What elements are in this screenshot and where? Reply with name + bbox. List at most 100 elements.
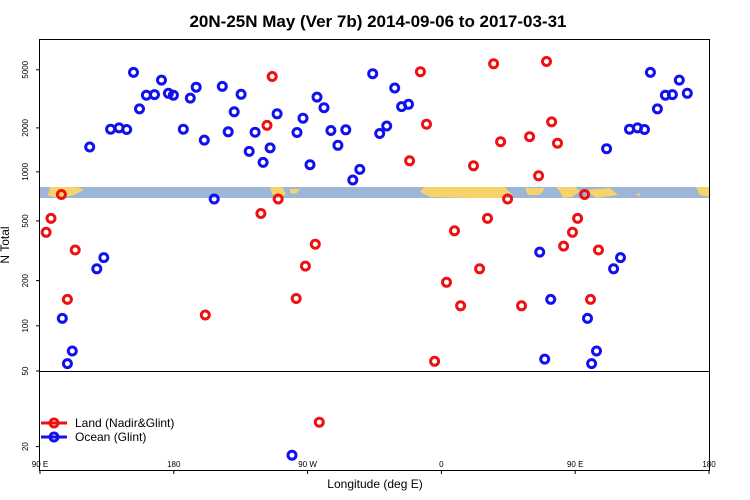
point-ocean [325,125,337,136]
point-land [495,136,507,148]
point-ocean [534,246,546,258]
point-land [299,260,311,272]
x-tick-label: 90 E [32,460,48,469]
y-axis: 1000 2000 5000 50 100 200 500 20 [21,60,40,451]
point-ocean [297,112,309,124]
x-axis-label: Longitude (deg E) [327,477,422,491]
point-land [593,244,604,256]
point-ocean [167,89,179,101]
point-ocean [381,120,393,132]
y-tick-label: 5000 [21,60,30,78]
point-ocean [539,353,551,365]
point-ocean [216,80,228,92]
point-land [45,212,57,224]
point-ocean [121,124,133,135]
point-land [474,263,486,275]
x-tick-label: 90 W [298,460,317,469]
point-ocean [644,66,656,78]
land-ocean-strip [40,187,709,198]
point-ocean [681,87,693,99]
legend: Land (Nadir&Glint) Ocean (Glint) [41,416,174,444]
y-tick-label: 50 [21,366,30,375]
point-ocean [66,345,78,357]
point-land [429,355,441,367]
legend-ocean-label: Ocean (Glint) [75,430,146,444]
point-ocean [257,156,269,168]
point-ocean [304,159,316,171]
x-tick-label: 180 [702,460,716,469]
y-tick-label: 20 [21,442,30,451]
y-tick-label: 2000 [21,118,30,136]
chart-title: 20N-25N May (Ver 7b) 2014-09-06 to 2017-… [189,12,566,31]
y-tick-label: 200 [21,273,30,287]
point-ocean [354,163,366,175]
y-tick-label: 500 [21,214,30,228]
point-ocean [56,312,68,324]
point-ocean [651,103,663,115]
point-land [313,416,325,428]
point-land [585,293,596,305]
point-ocean [271,108,283,120]
point-land [482,212,493,224]
point-ocean [264,142,276,154]
point-land [572,212,584,224]
x-tick-label: 180 [167,460,181,469]
point-land [524,131,536,143]
x-tick-label: 0 [439,460,444,469]
point-land [261,119,273,131]
point-land [449,225,460,237]
point-ocean [228,106,240,118]
point-ocean [582,312,593,324]
point-ocean [184,92,196,104]
point-land [488,58,500,70]
point-land [404,155,416,167]
point-land [266,71,278,82]
point-ocean [545,293,557,305]
point-ocean [332,139,344,151]
point-land [421,118,432,130]
point-ocean [134,103,145,115]
plot-frame [39,39,710,471]
legend-land-marker [48,417,60,429]
point-land [546,116,558,128]
point-ocean [286,449,298,461]
point-ocean [91,263,103,275]
point-land [69,244,81,256]
point-land [290,293,302,304]
point-ocean [98,252,110,264]
legend-ocean-marker [48,431,60,443]
point-land [55,189,67,200]
point-ocean [340,124,352,136]
point-ocean [673,74,685,86]
point-land [558,240,570,252]
x-tick-label: 90 E [567,460,583,469]
point-land [516,300,527,312]
point-ocean [198,134,210,146]
point-land [414,66,426,78]
point-ocean [367,68,379,80]
point-land [468,160,479,172]
point-ocean [208,193,220,205]
point-ocean [149,89,160,101]
point-land [579,189,591,200]
point-ocean [601,143,613,155]
point-land [533,170,545,182]
point-ocean [235,88,247,100]
point-land [40,226,52,238]
x-axis: 90 E 180 90 W 0 90 E 180 [32,460,716,474]
y-axis-label: N Total [0,226,12,263]
point-ocean [84,141,96,153]
point-land [552,137,563,149]
point-ocean [608,263,620,275]
point-land [61,293,73,305]
point-land [199,309,211,321]
point-ocean [177,123,189,135]
point-ocean [243,145,255,157]
point-land [255,208,267,219]
point-ocean [291,127,303,138]
point-ocean [156,74,167,86]
point-ocean [222,126,234,138]
y-tick-label: 1000 [21,162,30,180]
legend-land-label: Land (Nadir&Glint) [75,416,174,430]
